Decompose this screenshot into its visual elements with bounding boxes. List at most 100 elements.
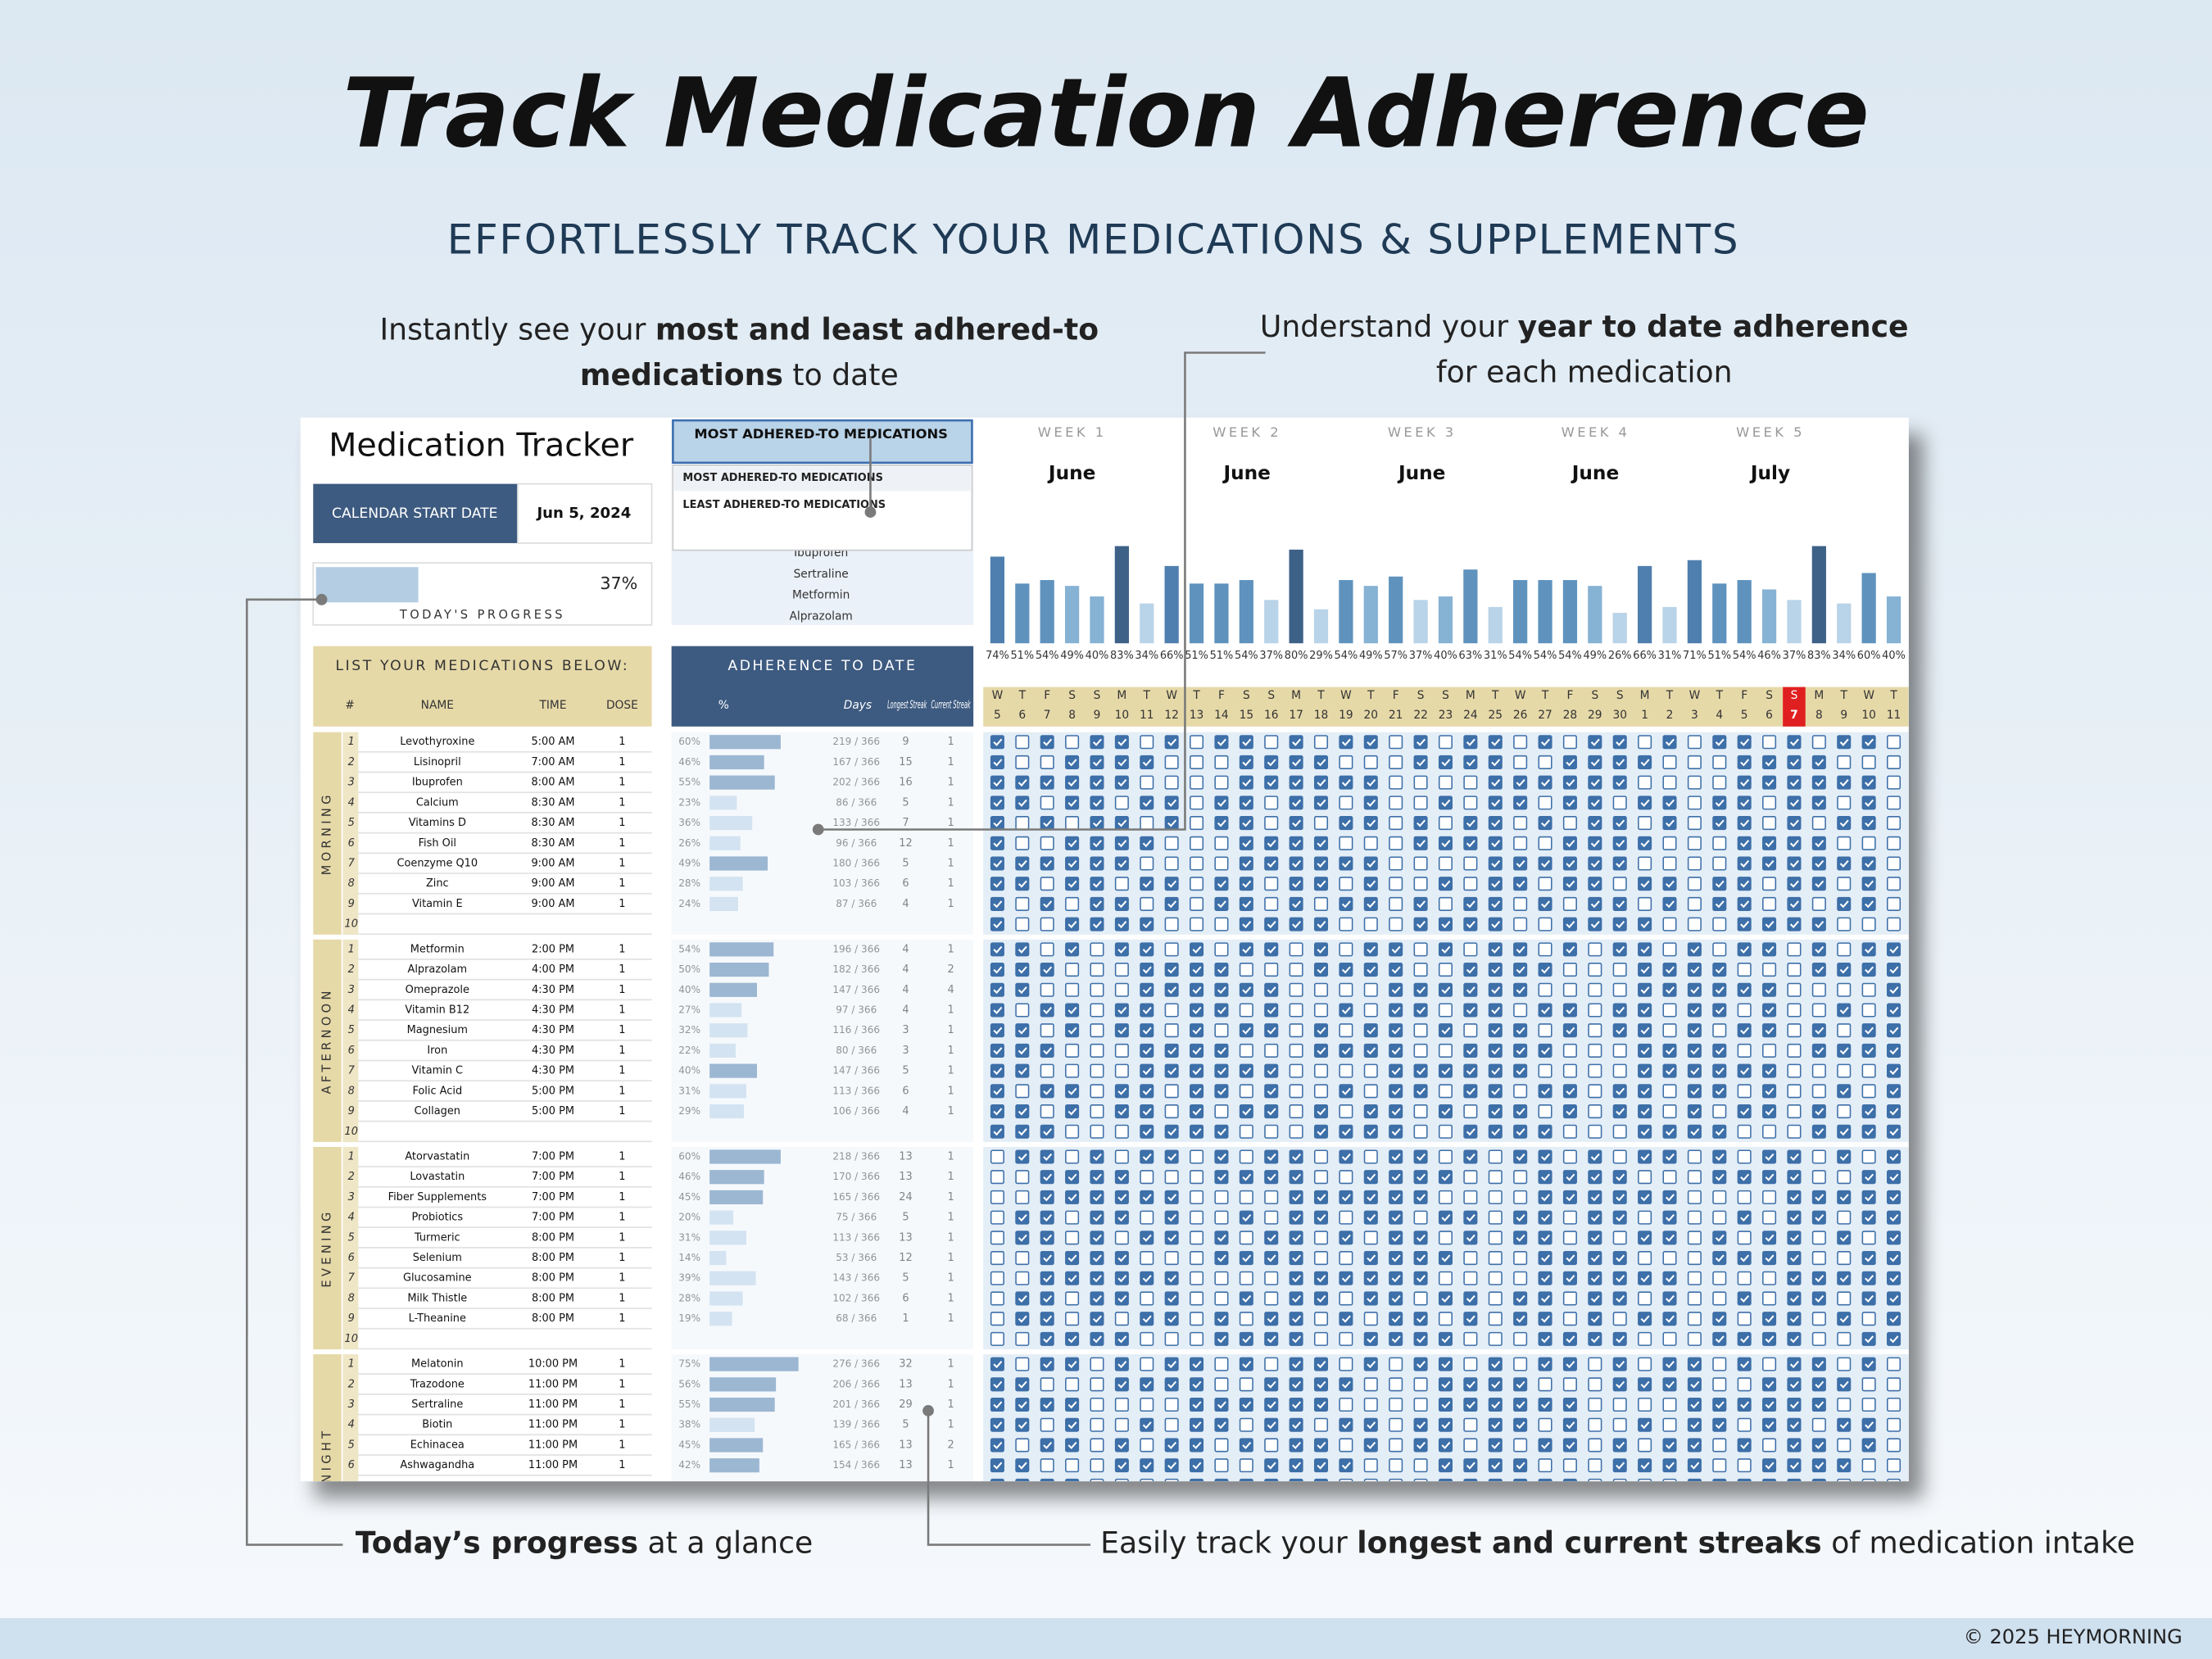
checkbox [1488, 1063, 1503, 1078]
checkbox [1737, 836, 1752, 850]
checkbox [1065, 896, 1080, 911]
checkbox [1513, 1291, 1528, 1306]
checkbox [990, 1312, 1004, 1326]
med-time: 4:30 PM [532, 1024, 574, 1036]
checkbox [1438, 1438, 1453, 1453]
daily-label: 37% [1783, 650, 1806, 662]
checkmark [1092, 819, 1102, 827]
checkmark [1142, 921, 1152, 929]
checkmark [1715, 1067, 1725, 1076]
day-of-week: F [1741, 689, 1747, 702]
daily-label: 40% [1434, 650, 1457, 662]
checkbox [1737, 856, 1752, 871]
checkbox [1065, 1043, 1080, 1058]
checkbox [1712, 1438, 1727, 1453]
checkbox [1190, 1170, 1204, 1185]
checkbox [1190, 1104, 1204, 1119]
checkbox [1015, 942, 1030, 957]
daily-label: 54% [1558, 650, 1582, 662]
checkbox [1687, 1331, 1702, 1346]
checkbox [1588, 755, 1602, 769]
day-of-week: S [1616, 689, 1624, 702]
checkbox [1513, 1438, 1528, 1453]
checkmark [1865, 779, 1874, 787]
checkbox [1140, 1251, 1154, 1266]
checkmark [1516, 1401, 1525, 1409]
checkmark [1292, 1421, 1302, 1430]
checkbox [1164, 877, 1179, 891]
checkbox [1463, 1251, 1478, 1266]
progress-bar [315, 567, 419, 603]
checkbox [1289, 877, 1303, 891]
checkmark [1441, 1335, 1451, 1344]
dropdown-option[interactable]: LEAST ADHERED-TO MEDICATIONS [682, 499, 886, 511]
checkmark [1765, 859, 1775, 868]
list-header [313, 646, 652, 727]
checkbox [1861, 1417, 1876, 1432]
checkbox [1712, 1063, 1727, 1078]
checkbox [1687, 735, 1702, 750]
daily-label: 34% [1135, 650, 1158, 662]
checkbox [1787, 755, 1802, 769]
checkmark [1092, 921, 1102, 929]
checkbox [1313, 1043, 1329, 1058]
checkbox [1463, 1331, 1478, 1346]
checkbox [1562, 1170, 1577, 1185]
checkmark [1217, 799, 1226, 807]
checkbox [1612, 796, 1627, 810]
checkmark [1092, 900, 1102, 909]
checkbox [1662, 1231, 1677, 1245]
checkbox [1065, 1063, 1080, 1078]
checkbox [1837, 1210, 1852, 1225]
checkbox [1687, 896, 1702, 911]
checkmark [1341, 1315, 1351, 1323]
checkbox [1513, 1210, 1528, 1225]
checkmark [1690, 986, 1700, 995]
checkbox [1264, 1251, 1279, 1266]
checkbox [1389, 1331, 1403, 1346]
checkmark [1441, 1254, 1451, 1262]
daily-bar [1463, 569, 1478, 644]
checkmark [1341, 1421, 1351, 1430]
day-of-week: S [1791, 689, 1798, 702]
checkbox [1538, 982, 1552, 997]
checkbox [1538, 963, 1552, 977]
checkbox [1090, 877, 1104, 891]
checkbox [1513, 775, 1528, 790]
checkmark [1217, 1067, 1226, 1076]
checkmark [1441, 1401, 1451, 1409]
checkmark [1541, 1360, 1550, 1369]
checkbox [1588, 1170, 1602, 1185]
med-time: 9:00 AM [531, 877, 574, 890]
checkbox [1488, 1124, 1503, 1139]
dropdown-selected[interactable] [672, 419, 973, 465]
checkbox [1313, 1251, 1329, 1266]
daily-label: 31% [1658, 650, 1682, 662]
checkmark [1167, 900, 1177, 909]
checkmark [1865, 1360, 1874, 1369]
checkmark [1043, 1401, 1053, 1409]
checkbox [1638, 1478, 1652, 1482]
checkbox [1837, 1478, 1852, 1482]
checkbox [1015, 1251, 1030, 1266]
checkbox [1861, 1331, 1876, 1346]
checkbox [1313, 1377, 1329, 1392]
checkmark [1192, 1441, 1202, 1449]
checkbox [1164, 796, 1179, 810]
checkmark [1341, 900, 1351, 909]
checkbox [1538, 755, 1552, 769]
checkmark [1839, 738, 1849, 746]
checkbox [1638, 755, 1652, 769]
checkbox [1413, 1210, 1428, 1225]
checkmark [1516, 859, 1525, 868]
dropdown-option[interactable]: MOST ADHERED-TO MEDICATIONS [682, 472, 882, 484]
checkbox [1090, 1478, 1104, 1482]
section-band [313, 1354, 342, 1482]
checkbox [1687, 1210, 1702, 1225]
checkmark [1466, 1380, 1475, 1389]
checkbox [1687, 877, 1702, 891]
checkbox [1214, 735, 1229, 750]
checkbox [1811, 1231, 1826, 1245]
checkbox [1612, 896, 1627, 911]
checkmark [1192, 1380, 1202, 1389]
